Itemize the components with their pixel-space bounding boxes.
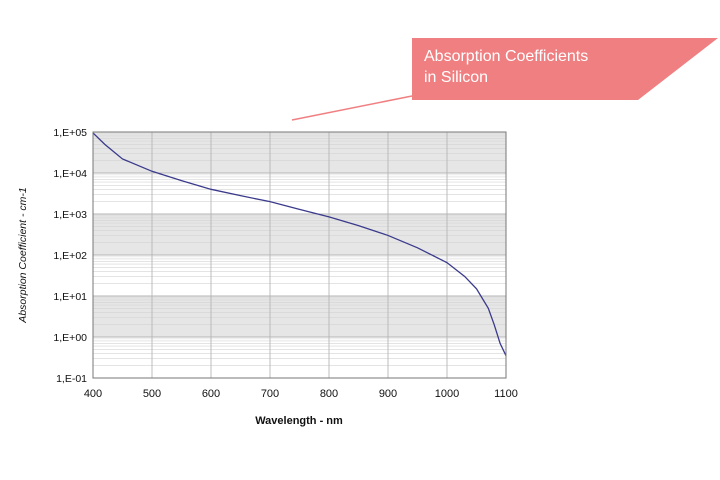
callout-pointer xyxy=(291,95,413,121)
callout-line-2: in Silicon xyxy=(424,69,489,86)
x-tick-label: 1000 xyxy=(435,388,459,400)
callout-title: Absorption Coefficients in Silicon xyxy=(424,46,588,88)
plot-area-border xyxy=(92,131,507,379)
x-tick-label: 900 xyxy=(379,388,397,400)
gridlines xyxy=(92,131,507,379)
decade-band xyxy=(93,214,506,255)
callout-background xyxy=(412,38,718,100)
decade-band xyxy=(93,132,506,173)
x-tick-label: 800 xyxy=(320,388,338,400)
x-axis-label: Wavelength - nm xyxy=(255,415,343,427)
x-tick-label: 600 xyxy=(202,388,220,400)
y-tick-label: 1,E+02 xyxy=(53,250,87,262)
y-tick-label: 1,E+04 xyxy=(53,168,87,180)
y-tick-label: 1,E+01 xyxy=(53,291,87,303)
callout-line-1: Absorption Coefficients xyxy=(424,48,589,65)
y-tick-label: 1,E-01 xyxy=(56,373,87,385)
y-tick-label: 1,E+05 xyxy=(53,127,87,139)
y-tick-label: 1,E+00 xyxy=(53,332,87,344)
y-tick-labels: 1,E-01 1,E+00 1,E+01 1,E+02 1,E+03 1,E+04 1,E+… xyxy=(53,127,87,385)
x-tick-labels: 400 500 600 700 800 900 1000 1100 xyxy=(84,388,518,400)
y-tick-label: 1,E+03 xyxy=(53,209,87,221)
absorption-curve xyxy=(92,132,507,356)
y-axis-label: Absorption Coefficient - cm-1 xyxy=(17,187,29,323)
x-tick-label: 700 xyxy=(261,388,279,400)
x-tick-label: 400 xyxy=(84,388,102,400)
decade-band xyxy=(93,296,506,337)
x-tick-label: 500 xyxy=(143,388,161,400)
x-tick-label: 1100 xyxy=(494,388,518,400)
